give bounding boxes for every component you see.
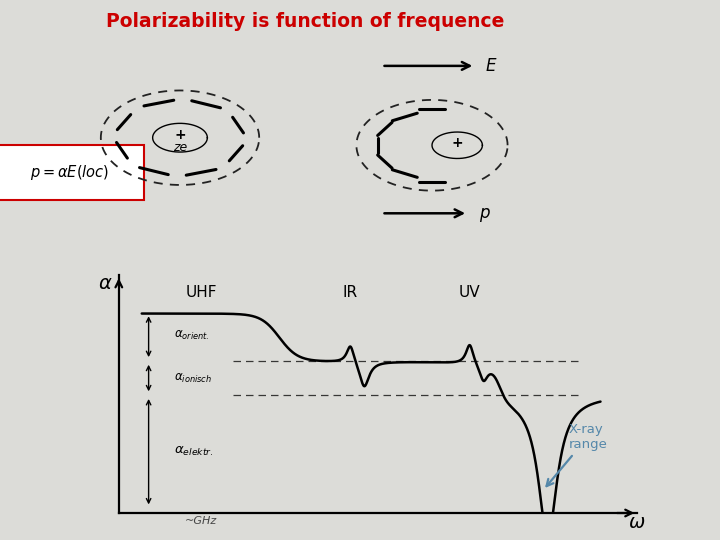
Text: $\omega$: $\omega$ [629, 513, 646, 532]
Text: p: p [479, 204, 490, 222]
FancyBboxPatch shape [0, 145, 144, 200]
Text: $\alpha_{ionisch}$: $\alpha_{ionisch}$ [174, 372, 212, 384]
Text: ~GHz: ~GHz [185, 516, 217, 525]
Text: E: E [486, 57, 497, 75]
Text: $p = \alpha E(loc)$: $p = \alpha E(loc)$ [30, 163, 109, 182]
Text: IR: IR [343, 285, 358, 300]
Text: +: + [451, 136, 463, 150]
Text: UHF: UHF [186, 285, 217, 300]
Text: UV: UV [459, 285, 480, 300]
Text: ze: ze [173, 140, 187, 154]
Text: $\alpha_{elektr.}$: $\alpha_{elektr.}$ [174, 444, 213, 458]
Text: X-ray
range: X-ray range [546, 423, 607, 486]
Text: +: + [174, 128, 186, 142]
Text: $\alpha$: $\alpha$ [98, 273, 112, 293]
Text: $\alpha_{orient.}$: $\alpha_{orient.}$ [174, 329, 210, 342]
Text: Polarizability is function of frequence: Polarizability is function of frequence [106, 11, 505, 31]
